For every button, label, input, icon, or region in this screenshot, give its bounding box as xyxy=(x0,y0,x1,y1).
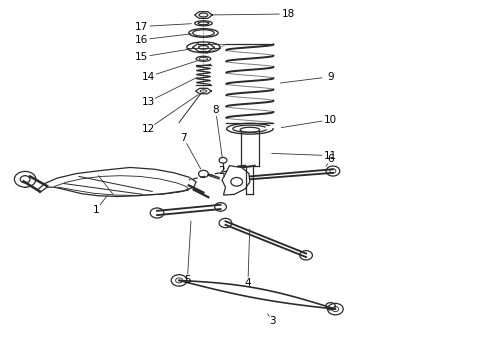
Text: 4: 4 xyxy=(245,278,251,288)
Text: 7: 7 xyxy=(180,133,187,143)
Text: 15: 15 xyxy=(135,52,148,62)
Text: 3: 3 xyxy=(269,316,276,326)
Text: 1: 1 xyxy=(93,206,99,216)
Text: 17: 17 xyxy=(135,22,148,32)
Text: 9: 9 xyxy=(327,72,334,82)
Text: 8: 8 xyxy=(212,105,219,115)
Text: 11: 11 xyxy=(324,150,337,161)
Text: 13: 13 xyxy=(142,97,155,107)
Text: 12: 12 xyxy=(142,124,155,134)
Text: 2: 2 xyxy=(218,166,225,176)
Text: 10: 10 xyxy=(324,115,337,125)
Text: 14: 14 xyxy=(142,72,155,82)
Text: 18: 18 xyxy=(281,9,294,19)
Text: 16: 16 xyxy=(135,35,148,45)
Text: 6: 6 xyxy=(327,154,334,164)
Text: 5: 5 xyxy=(184,275,191,285)
